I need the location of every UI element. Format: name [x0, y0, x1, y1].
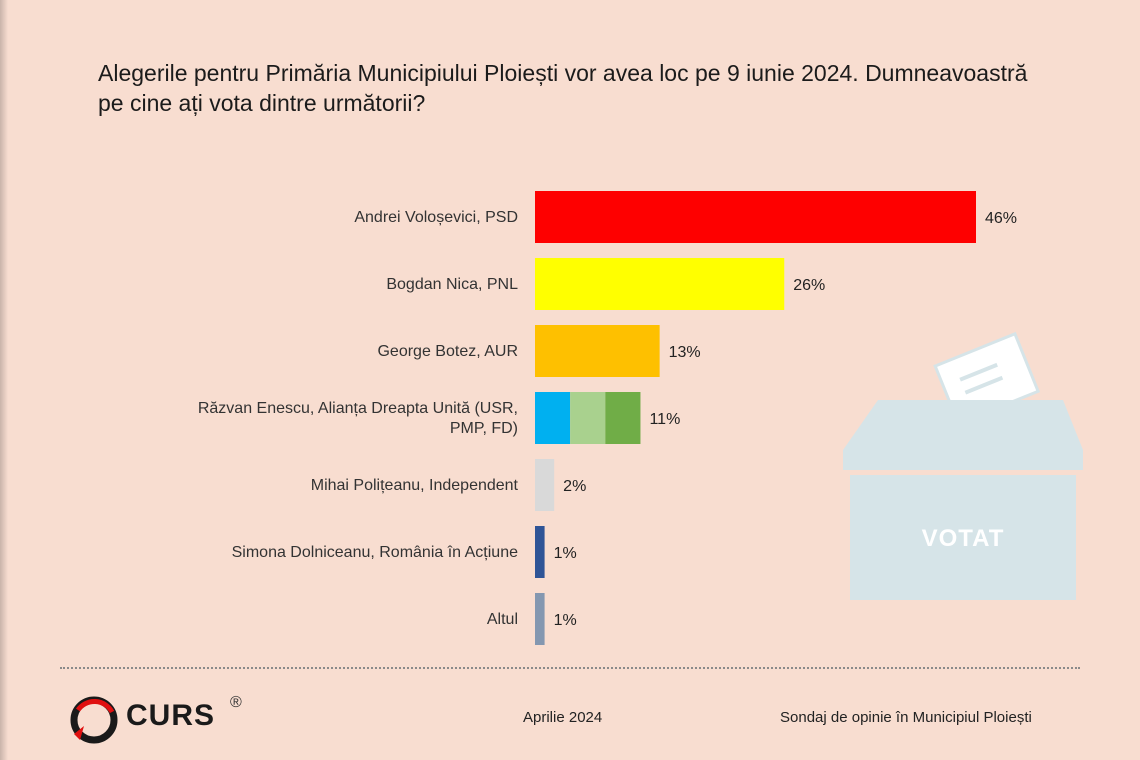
bar-chart: Andrei Voloșevici, PSD 46% Bogdan Nica, PN…: [198, 191, 1017, 645]
value-label-1: 26%: [793, 277, 825, 294]
logo-text: CURS: [126, 699, 216, 732]
category-label-0: Andrei Voloșevici, PSD: [354, 209, 518, 226]
value-label-6: 1%: [554, 612, 577, 629]
value-label-5: 1%: [554, 545, 577, 562]
value-label-3: 11%: [649, 411, 680, 428]
bar-4: [535, 459, 555, 511]
bar-3-segment-2: [605, 392, 641, 444]
bar-2: [535, 325, 660, 377]
category-label-4: Mihai Polițeanu, Independent: [311, 477, 519, 494]
footer-date: Aprilie 2024: [523, 709, 603, 726]
category-label-1: Bogdan Nica, PNL: [386, 276, 518, 293]
curs-logo-icon: [70, 696, 118, 744]
value-label-2: 13%: [669, 344, 701, 361]
chart-title: Alegerile pentru Primăria Municipiului P…: [98, 60, 1028, 116]
bar-1: [535, 258, 785, 310]
curs-logo: CURS ®: [68, 694, 258, 744]
bar-6: [535, 593, 545, 645]
category-label-5: Simona Dolniceanu, România în Acțiune: [232, 544, 518, 561]
logo-registered-mark: ®: [230, 694, 242, 711]
votat-label: VOTAT: [922, 525, 1005, 552]
footer-divider: [60, 667, 1080, 669]
category-label-3: Răzvan Enescu, Alianța Dreapta Unită (US…: [198, 400, 518, 437]
value-label-4: 2%: [563, 478, 586, 495]
bar-0: [535, 191, 976, 243]
bar-3-segment-0: [535, 392, 571, 444]
category-label-2: George Botez, AUR: [377, 343, 518, 360]
footer-source: Sondaj de opinie în Municipiul Ploiești: [780, 709, 1032, 726]
value-label-0: 46%: [985, 210, 1017, 227]
ballot-box-icon: VOTAT: [838, 330, 1088, 610]
bar-5: [535, 526, 545, 578]
bar-3-segment-1: [570, 392, 606, 444]
category-label-6: Altul: [487, 611, 518, 628]
